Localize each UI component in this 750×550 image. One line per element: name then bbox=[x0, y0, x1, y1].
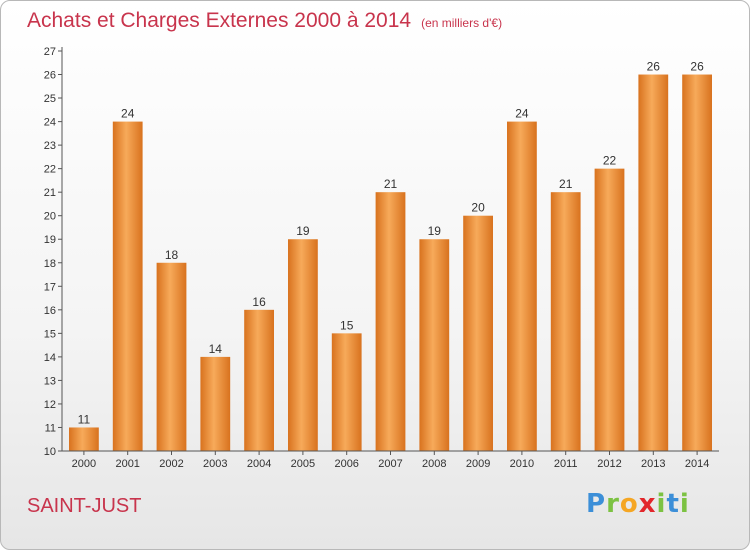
x-tick-label: 2013 bbox=[641, 458, 665, 470]
y-tick-label: 26 bbox=[44, 70, 56, 82]
y-tick-label: 25 bbox=[44, 93, 56, 105]
y-tick-label: 14 bbox=[44, 352, 56, 364]
bar-2007 bbox=[375, 192, 406, 452]
logo-letter: r bbox=[606, 489, 620, 519]
bar-2006 bbox=[331, 333, 362, 451]
y-tick-label: 24 bbox=[44, 117, 56, 129]
y-tick-label: 15 bbox=[44, 328, 56, 340]
data-label-2011: 21 bbox=[559, 177, 573, 191]
y-tick-label: 17 bbox=[44, 281, 56, 293]
data-label-2002: 18 bbox=[165, 248, 179, 262]
bar-2003 bbox=[200, 356, 231, 451]
y-tick-label: 20 bbox=[44, 211, 56, 223]
bar-2013 bbox=[638, 74, 669, 451]
bar-2012 bbox=[594, 168, 625, 451]
y-tick-label: 18 bbox=[44, 258, 56, 270]
bar-2001 bbox=[112, 121, 143, 452]
proxiti-logo: Proxiti bbox=[586, 489, 690, 519]
data-label-2000: 11 bbox=[78, 412, 91, 426]
bar-2005 bbox=[288, 239, 318, 451]
y-tick-label: 16 bbox=[44, 305, 56, 317]
x-tick-label: 2008 bbox=[422, 458, 446, 470]
x-tick-label: 2012 bbox=[597, 458, 621, 470]
logo-letter: i bbox=[679, 489, 690, 519]
logo-letter: t bbox=[666, 489, 680, 519]
title-row: Achats et Charges Externes 2000 à 2014 (e… bbox=[27, 9, 502, 33]
x-tick-label: 2009 bbox=[466, 458, 490, 470]
data-label-2003: 14 bbox=[209, 342, 223, 356]
y-tick-label: 21 bbox=[44, 187, 56, 199]
y-tick-label: 12 bbox=[44, 399, 56, 411]
bar-2014 bbox=[682, 74, 712, 451]
data-label-2001: 24 bbox=[121, 107, 135, 121]
chart-subtitle: (en milliers d'€) bbox=[421, 16, 503, 30]
data-label-2013: 26 bbox=[647, 60, 661, 74]
y-tick-label: 27 bbox=[44, 46, 56, 58]
bar-2002 bbox=[156, 262, 187, 451]
y-tick-label: 11 bbox=[45, 422, 56, 434]
location-label: SAINT-JUST bbox=[27, 495, 142, 517]
chart-title: Achats et Charges Externes 2000 à 2014 bbox=[27, 9, 412, 32]
x-tick-label: 2000 bbox=[72, 458, 96, 470]
data-label-2014: 26 bbox=[690, 60, 704, 74]
x-tick-label: 2003 bbox=[203, 458, 227, 470]
bar-2008 bbox=[419, 239, 450, 451]
x-tick-label: 2007 bbox=[378, 458, 402, 470]
data-label-2008: 19 bbox=[428, 224, 442, 238]
data-label-2012: 22 bbox=[603, 154, 617, 168]
y-tick-label: 23 bbox=[44, 140, 56, 152]
x-tick-label: 2006 bbox=[334, 458, 358, 470]
x-tick-label: 2010 bbox=[510, 458, 534, 470]
logo-letter: x bbox=[638, 489, 657, 519]
data-label-2004: 16 bbox=[252, 295, 266, 309]
bar-2009 bbox=[463, 215, 493, 451]
x-tick-label: 2005 bbox=[291, 458, 315, 470]
data-label-2009: 20 bbox=[471, 201, 485, 215]
x-tick-label: 2011 bbox=[554, 458, 578, 470]
bar-2004 bbox=[244, 309, 274, 451]
data-label-2007: 21 bbox=[384, 177, 398, 191]
x-tick-label: 2001 bbox=[115, 458, 139, 470]
bar-2010 bbox=[507, 121, 537, 452]
y-tick-label: 13 bbox=[44, 375, 56, 387]
x-tick-label: 2004 bbox=[247, 458, 271, 470]
y-tick-label: 10 bbox=[44, 446, 56, 458]
bar-2000 bbox=[69, 427, 99, 451]
x-tick-label: 2002 bbox=[159, 458, 183, 470]
logo-letter: o bbox=[619, 489, 639, 519]
data-label-2005: 19 bbox=[296, 224, 310, 238]
x-tick-label: 2014 bbox=[685, 458, 709, 470]
bar-2011 bbox=[550, 192, 581, 452]
logo-letter: P bbox=[586, 489, 607, 519]
data-label-2006: 15 bbox=[340, 318, 354, 332]
data-label-2010: 24 bbox=[515, 107, 529, 121]
y-tick-label: 19 bbox=[44, 234, 56, 246]
logo-letter: i bbox=[656, 489, 667, 519]
y-tick-label: 22 bbox=[44, 164, 56, 176]
